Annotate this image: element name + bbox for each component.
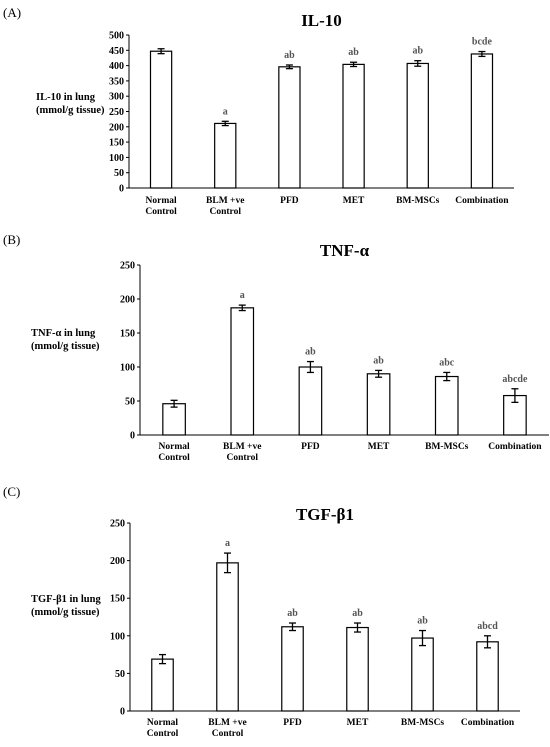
chart-3-y-tick-label: 0: [120, 707, 125, 718]
chart-1-significance-label: ab: [348, 47, 359, 58]
chart-3-y-tick-label: 250: [110, 519, 125, 530]
chart-2-category-label: Normal: [159, 442, 190, 452]
chart-3-category-label: PFD: [283, 718, 302, 728]
chart-3-bar: [476, 641, 499, 712]
chart-3-bar: [151, 658, 174, 712]
chart-2-significance-label: abcde: [502, 374, 528, 385]
chart-2-title: TNF-α: [320, 241, 370, 260]
chart-1-y-tick-label: 150: [109, 138, 124, 149]
chart-3-category-label: BLM +ve: [208, 718, 246, 728]
chart-3-category-label: Control: [147, 729, 179, 739]
chart-1-y-tick-label: 50: [114, 168, 124, 179]
chart-3-y-tick-label: 100: [110, 631, 125, 642]
chart-2-bar: [434, 375, 459, 436]
chart-2-y-tick-label: 250: [120, 261, 135, 272]
chart-1-significance-label: a: [223, 106, 228, 117]
chart-1-y-tick-label: 450: [109, 46, 124, 57]
chart-3-category-label: Normal: [147, 718, 178, 728]
chart-1-y-tick-label: 350: [109, 76, 124, 87]
chart-3-y-tick-label: 200: [110, 556, 125, 567]
chart-3-significance-label: a: [225, 538, 230, 549]
chart-3-bar: [216, 562, 239, 712]
chart-2-category-label: Combination: [488, 442, 542, 452]
chart-1-ylabel-line: (mmol/g tissue): [36, 105, 105, 116]
chart-1-bar: [342, 63, 365, 189]
chart-2-significance-label: abc: [439, 357, 455, 368]
chart-3-ylabel-line: (mmol/g tissue): [31, 607, 100, 618]
chart-3-category-label: MET: [347, 718, 369, 728]
chart-2-panel-label: (B): [3, 232, 20, 247]
chart-2-category-label: BM-MSCs: [425, 442, 469, 452]
chart-1-bar: [214, 122, 237, 189]
chart-2-bar: [230, 307, 255, 436]
chart-1-category-label: MET: [343, 196, 365, 206]
chart-1-y-tick-label: 300: [109, 92, 124, 103]
chart-1-bar: [406, 62, 429, 189]
chart-2-category-label: MET: [368, 442, 390, 452]
chart-1-y-tick-label: 100: [109, 153, 124, 164]
chart-3-bar: [346, 626, 369, 712]
chart-1-category-label: Normal: [146, 196, 177, 206]
chart-1-y-tick-label: 250: [109, 107, 124, 118]
chart-1-significance-label: bcde: [472, 37, 493, 48]
chart-2-y-tick-label: 0: [130, 431, 135, 442]
chart-1-y-tick-label: 200: [109, 122, 124, 133]
chart-2-ylabel-line: (mmol/g tissue): [31, 341, 100, 352]
chart-1-category-label: Control: [145, 207, 177, 217]
chart-2-y-tick-label: 150: [120, 329, 135, 340]
chart-2-bar: [298, 366, 323, 436]
chart-3-panel-label: (C): [3, 484, 20, 499]
chart-2-category-label: Control: [227, 453, 259, 463]
chart-3-significance-label: ab: [352, 608, 363, 619]
chart-3-ylabel-line: TGF-β1 in lung: [31, 594, 101, 605]
chart-3-y-tick-label: 150: [110, 594, 125, 605]
chart-1-bar: [278, 66, 301, 189]
chart-2-category-label: PFD: [301, 442, 320, 452]
chart-1-title: IL-10: [301, 11, 342, 30]
chart-2-bar: [366, 373, 391, 436]
chart-1-category-label: Combination: [455, 196, 509, 206]
chart-2-significance-label: ab: [305, 347, 316, 358]
chart-2-bar: [162, 403, 186, 436]
chart-3-significance-label: ab: [417, 616, 428, 627]
chart-1-y-tick-label: 400: [109, 61, 124, 72]
chart-2-y-tick-label: 50: [125, 397, 135, 408]
chart-2-category-label: BLM +ve: [223, 442, 261, 452]
chart-3-category-label: Combination: [461, 718, 515, 728]
chart-1-category-label: Control: [210, 207, 242, 217]
chart-3-significance-label: abcd: [477, 621, 498, 632]
chart-1-y-tick-label: 0: [119, 184, 124, 195]
chart-1-category-label: BLM +ve: [206, 196, 244, 206]
chart-1-bar: [470, 53, 494, 189]
chart-1-panel-label: (A): [3, 5, 21, 20]
chart-3-title: TGF-β1: [296, 505, 354, 524]
chart-1-significance-label: ab: [412, 46, 423, 57]
chart-2-significance-label: ab: [373, 355, 384, 366]
chart-1-category-label: PFD: [280, 196, 299, 206]
chart-3-significance-label: ab: [287, 608, 298, 619]
chart-3-category-label: BM-MSCs: [401, 718, 445, 728]
chart-2-y-tick-label: 100: [120, 363, 135, 374]
chart-3-category-label: Control: [212, 729, 244, 739]
chart-1-significance-label: ab: [284, 50, 295, 61]
chart-1-y-tick-label: 500: [109, 31, 124, 42]
chart-1-category-label: BM-MSCs: [396, 196, 440, 206]
chart-2-ylabel-line: TNF-α in lung: [31, 328, 96, 339]
chart-2-significance-label: a: [240, 290, 245, 301]
chart-1-ylabel-line: IL-10 in lung: [36, 92, 96, 103]
chart-3-y-tick-label: 50: [115, 669, 125, 680]
chart-3-bar: [281, 626, 304, 712]
chart-2-y-tick-label: 200: [120, 295, 135, 306]
chart-2-category-label: Control: [158, 453, 190, 463]
chart-1-bar: [149, 50, 173, 189]
chart-3-bar: [411, 637, 434, 712]
